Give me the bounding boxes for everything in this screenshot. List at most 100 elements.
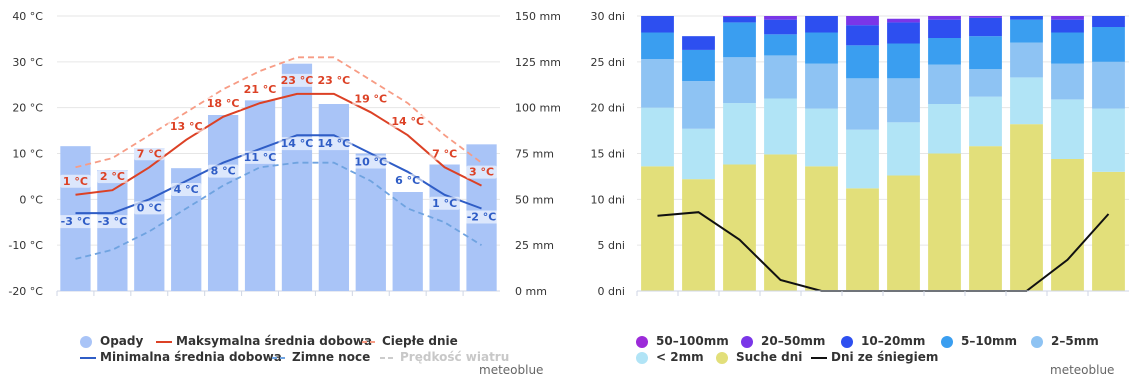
stacked-bar-segment bbox=[641, 32, 674, 60]
stacked-bar-segment bbox=[969, 17, 1002, 37]
stacked-bar-segment bbox=[887, 175, 920, 291]
precipitation-bar bbox=[429, 164, 460, 291]
climate-temperature-precipitation-chart: 40 °C 30 °C 20 °C 10 °C 0 °C -10 °C -20 °C 150 … bbox=[8, 10, 560, 298]
temperature-line bbox=[75, 92, 482, 196]
y-tick-label: 10 °C bbox=[12, 148, 43, 161]
y2-tick-label: 150 mm bbox=[515, 10, 560, 23]
stacked-bar-segment bbox=[846, 16, 879, 26]
temperature-data-label: 11 °C bbox=[244, 151, 277, 164]
legend-symbol-icon bbox=[841, 336, 853, 348]
stacked-bar-segment bbox=[1092, 16, 1125, 27]
temperature-data-label: 14 °C bbox=[318, 137, 351, 150]
temperature-data-label: 21 °C bbox=[244, 83, 277, 96]
legend-label: 50–100mm bbox=[656, 334, 729, 348]
y-tick-label: 0 °C bbox=[19, 193, 43, 206]
precipitation-bar bbox=[97, 170, 128, 291]
stacked-bar-segment bbox=[1051, 63, 1084, 100]
y-tick-label: 40 °C bbox=[12, 10, 43, 23]
stacked-bar-segment bbox=[928, 64, 961, 104]
data-label-bg bbox=[352, 92, 390, 106]
stacked-bar-segment bbox=[887, 43, 920, 79]
temperature-data-label: -2 °C bbox=[467, 211, 497, 224]
temperature-data-label: 14 °C bbox=[281, 137, 314, 150]
y2-tick-label: 75 mm bbox=[515, 148, 554, 161]
temperature-data-label: 1 °C bbox=[63, 175, 88, 188]
data-label-bg bbox=[167, 119, 205, 133]
temperature-data-label: 6 °C bbox=[395, 174, 420, 187]
stacked-bar-segment bbox=[682, 49, 715, 82]
stacked-bar-segment bbox=[1010, 16, 1043, 20]
stacked-bar-segment bbox=[1051, 32, 1084, 64]
precipitation-bar bbox=[392, 192, 423, 291]
data-label-bg bbox=[171, 183, 202, 196]
precipitation-bar bbox=[244, 100, 276, 291]
stacked-bar-segment bbox=[1092, 61, 1125, 109]
stacked-bar-segment bbox=[723, 22, 756, 58]
legend-symbol-icon bbox=[716, 352, 728, 364]
y2-tick-label: 25 mm bbox=[515, 239, 554, 252]
stacked-bar-segment bbox=[805, 108, 838, 167]
stacked-bar-segment bbox=[641, 166, 674, 291]
temperature-data-label: 0 °C bbox=[137, 201, 162, 214]
data-label-bg bbox=[389, 115, 427, 129]
stacked-bar-segment bbox=[682, 36, 715, 50]
legend-symbol-icon bbox=[156, 341, 172, 343]
temperature-dashed-line bbox=[75, 56, 483, 169]
temperature-data-label: 10 °C bbox=[354, 156, 387, 169]
legend-label: 10–20mm bbox=[861, 334, 926, 348]
y-tick-label: 20 °C bbox=[12, 102, 43, 115]
temperature-data-label: -3 °C bbox=[61, 215, 91, 228]
stacked-bar-segment bbox=[723, 57, 756, 104]
stacked-bar-segment bbox=[764, 98, 797, 155]
stacked-bar-segment bbox=[969, 69, 1002, 97]
stacked-bar-segment bbox=[928, 38, 961, 65]
stacked-bar-segment bbox=[641, 59, 674, 108]
stacked-bar-segment bbox=[1010, 77, 1043, 125]
data-label-bg bbox=[134, 201, 165, 215]
temperature-data-label: 2 °C bbox=[100, 170, 125, 183]
stacked-bar-segment bbox=[1092, 27, 1125, 62]
stacked-bar-segment bbox=[969, 36, 1002, 70]
legend-symbol-icon bbox=[272, 357, 288, 359]
legend-label: 2–5mm bbox=[1051, 334, 1099, 348]
y-tick-label: 25 dni bbox=[590, 56, 625, 69]
temperature-data-label: 8 °C bbox=[211, 165, 236, 178]
stacked-bar-segment bbox=[846, 78, 879, 130]
stacked-bar-segment bbox=[928, 153, 961, 291]
data-label-bg bbox=[207, 164, 239, 178]
y-tick-label: 0 dni bbox=[597, 285, 625, 298]
stacked-bar-segment bbox=[641, 107, 674, 167]
temperature-data-label: -3 °C bbox=[98, 215, 128, 228]
stacked-bar-segment bbox=[846, 129, 879, 189]
y2-tick-label: 100 mm bbox=[515, 102, 560, 115]
precipitation-bar bbox=[318, 104, 350, 291]
legend-label: Suche dni bbox=[736, 350, 803, 364]
stacked-bar-segment bbox=[846, 45, 879, 79]
stacked-bar-segment bbox=[723, 164, 756, 291]
stacked-bar-segment bbox=[928, 104, 961, 154]
data-label-bg bbox=[204, 96, 242, 110]
stacked-bar-segment bbox=[682, 179, 715, 291]
stacked-bar-segment bbox=[723, 16, 756, 17]
stacked-bar-segment bbox=[805, 32, 838, 64]
temperature-data-label: 4 °C bbox=[174, 183, 199, 196]
stacked-bar-segment bbox=[764, 55, 797, 99]
stacked-bar-segment bbox=[1051, 19, 1084, 33]
data-label-bg bbox=[93, 215, 131, 229]
stacked-bar-segment bbox=[969, 96, 1002, 147]
y2-tick-label: 125 mm bbox=[515, 56, 560, 69]
y-tick-label: -10 °C bbox=[8, 239, 43, 252]
stacked-bar-segment bbox=[805, 166, 838, 291]
data-label-bg bbox=[392, 173, 423, 187]
data-label-bg bbox=[463, 210, 501, 224]
legend-symbol-icon bbox=[741, 336, 753, 348]
legend-symbol-icon bbox=[80, 336, 92, 348]
temperature-data-label: 1 °C bbox=[432, 197, 457, 210]
data-label-bg bbox=[97, 170, 128, 184]
precipitation-bar bbox=[134, 148, 165, 291]
y-tick-label: -20 °C bbox=[8, 285, 43, 298]
data-label-bg bbox=[429, 196, 460, 210]
stacked-bar-segment bbox=[887, 18, 920, 23]
y2-tick-label: 50 mm bbox=[515, 193, 554, 206]
stacked-bar-segment bbox=[723, 103, 756, 165]
